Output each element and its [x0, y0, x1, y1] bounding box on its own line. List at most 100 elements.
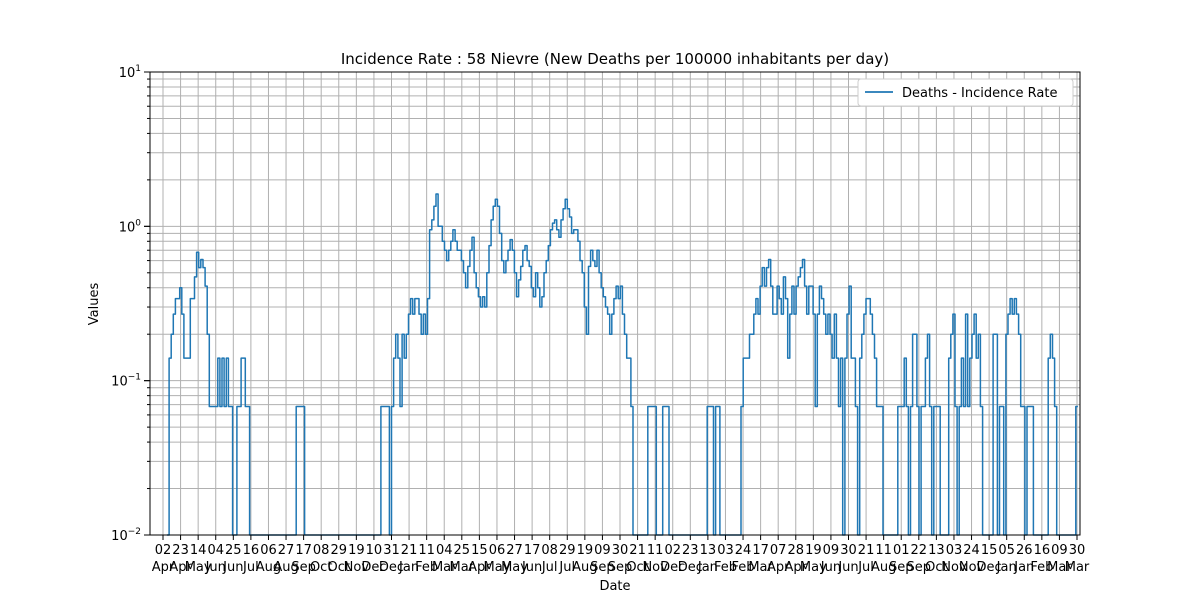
x-tick-day-label: 02 — [155, 543, 172, 558]
x-tick-month-label: Feb — [1030, 560, 1053, 575]
x-tick-month-label: Nov — [642, 560, 668, 575]
x-axis-label: Date — [599, 579, 630, 594]
x-tick-month-label: Jun — [820, 560, 841, 575]
y-tick-label: 101 — [119, 64, 141, 81]
x-tick-month-label: Feb — [732, 560, 755, 575]
x-tick-day-label: 03 — [717, 543, 734, 558]
x-tick-month-label: Aug — [871, 560, 896, 575]
x-tick-day-label: 13 — [700, 543, 717, 558]
x-tick-month-label: Oct — [925, 560, 947, 575]
x-tick-day-label: 25 — [225, 543, 242, 558]
x-tick-month-label: Nov — [959, 560, 985, 575]
x-tick-month-label: Sep — [291, 560, 316, 575]
x-tick-month-label: Jun — [837, 560, 858, 575]
x-tick-month-label: May — [185, 560, 212, 575]
x-tick-day-label: 27 — [506, 543, 523, 558]
plot-frame — [149, 71, 1081, 536]
x-tick-month-label: Sep — [889, 560, 914, 575]
x-tick-day-label: 17 — [524, 543, 541, 558]
x-tick-day-label: 23 — [682, 543, 699, 558]
x-tick-day-label: 01 — [893, 543, 910, 558]
x-tick-day-label: 24 — [735, 543, 752, 558]
x-tick-day-label: 30 — [1069, 543, 1086, 558]
x-tick-month-label: Dec — [678, 560, 703, 575]
x-tick-day-label: 19 — [805, 543, 822, 558]
x-axis: 02Apr23Apr14May04Jun25Jun16Jul06Aug27Aug… — [152, 535, 1090, 575]
x-tick-month-label: Sep — [907, 560, 932, 575]
x-tick-month-label: Oct — [310, 560, 332, 575]
x-tick-day-label: 04 — [207, 543, 224, 558]
x-tick-day-label: 11 — [875, 543, 892, 558]
legend-label: Deaths - Incidence Rate — [902, 86, 1057, 101]
x-tick-day-label: 07 — [770, 543, 787, 558]
x-tick-day-label: 30 — [840, 543, 857, 558]
x-tick-month-label: Oct — [626, 560, 648, 575]
x-tick-month-label: Jun — [222, 560, 243, 575]
x-tick-month-label: Jun — [521, 560, 542, 575]
x-tick-day-label: 29 — [330, 543, 347, 558]
x-tick-month-label: Dec — [977, 560, 1002, 575]
x-tick-month-label: Mar — [748, 560, 773, 575]
x-tick-month-label: Apr — [152, 560, 175, 575]
x-tick-month-label: Mar — [1065, 560, 1090, 575]
x-tick-month-label: Oct — [328, 560, 350, 575]
x-tick-month-label: Mar — [1047, 560, 1072, 575]
x-tick-day-label: 06 — [260, 543, 277, 558]
x-tick-month-label: Jan — [996, 560, 1017, 575]
legend-box — [857, 78, 1074, 107]
x-tick-month-label: Dec — [379, 560, 404, 575]
x-tick-month-label: Jul — [558, 560, 575, 575]
x-tick-day-label: 15 — [981, 543, 998, 558]
x-tick-day-label: 08 — [541, 543, 558, 558]
x-tick-month-label: Mar — [450, 560, 475, 575]
y-tick-label: 10−2 — [111, 527, 141, 544]
x-tick-day-label: 30 — [612, 543, 629, 558]
x-tick-month-label: Apr — [169, 560, 192, 575]
x-tick-day-label: 09 — [823, 543, 840, 558]
x-tick-month-label: Jul — [857, 560, 874, 575]
x-tick-day-label: 09 — [594, 543, 611, 558]
x-tick-day-label: 23 — [172, 543, 189, 558]
x-tick-day-label: 21 — [629, 543, 646, 558]
x-tick-day-label: 24 — [963, 543, 980, 558]
x-tick-month-label: Aug — [256, 560, 281, 575]
x-tick-day-label: 06 — [489, 543, 506, 558]
x-tick-day-label: 16 — [243, 543, 260, 558]
x-tick-day-label: 10 — [366, 543, 383, 558]
legend: Deaths - Incidence Rate — [857, 78, 1074, 107]
chart-title: Incidence Rate : 58 Nievre (New Deaths p… — [341, 50, 889, 68]
x-tick-month-label: Dec — [361, 560, 386, 575]
x-tick-month-label: Jan — [1013, 560, 1034, 575]
x-tick-day-label: 13 — [928, 543, 945, 558]
x-tick-month-label: Dec — [660, 560, 685, 575]
x-tick-month-label: Aug — [273, 560, 298, 575]
x-tick-month-label: Aug — [572, 560, 597, 575]
y-tick-label: 10−1 — [111, 373, 141, 390]
x-tick-month-label: Jan — [697, 560, 718, 575]
x-tick-month-label: Feb — [415, 560, 438, 575]
x-tick-day-label: 25 — [454, 543, 471, 558]
x-tick-day-label: 16 — [1034, 543, 1051, 558]
x-tick-day-label: 11 — [418, 543, 435, 558]
y-axis-label: Values — [87, 283, 102, 326]
x-tick-month-label: Sep — [608, 560, 633, 575]
x-tick-day-label: 22 — [911, 543, 928, 558]
x-tick-day-label: 05 — [998, 543, 1015, 558]
y-axis: 10−2 10−1 100 101 — [111, 64, 150, 544]
x-tick-month-label: Jan — [398, 560, 419, 575]
x-tick-day-label: 08 — [313, 543, 330, 558]
x-tick-day-label: 28 — [787, 543, 804, 558]
x-tick-day-label: 03 — [946, 543, 963, 558]
x-tick-day-label: 14 — [190, 543, 207, 558]
x-tick-month-label: Feb — [714, 560, 737, 575]
x-tick-day-label: 02 — [664, 543, 681, 558]
x-tick-day-label: 11 — [647, 543, 664, 558]
x-tick-day-label: 15 — [471, 543, 488, 558]
x-tick-day-label: 17 — [295, 543, 312, 558]
x-tick-month-label: May — [501, 560, 528, 575]
series-line-deaths-incidence-rate — [166, 193, 1078, 536]
x-tick-day-label: 19 — [577, 543, 594, 558]
x-tick-month-label: Jun — [205, 560, 226, 575]
x-tick-day-label: 26 — [1016, 543, 1033, 558]
